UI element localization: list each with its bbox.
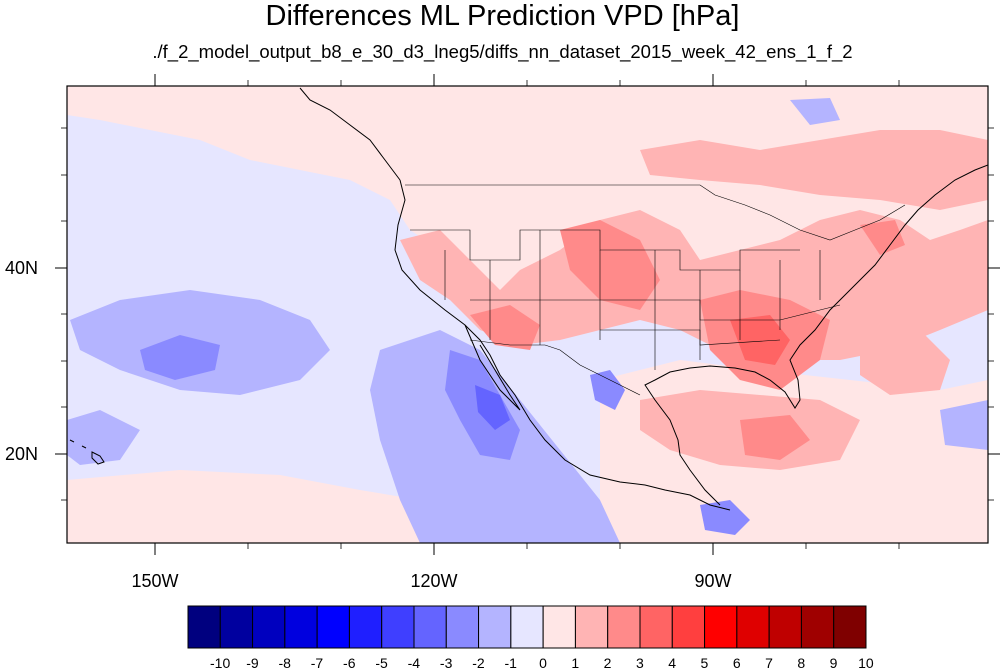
colorbar-swatch: [252, 605, 286, 649]
colorbar-swatch: [574, 605, 609, 649]
lon-label-90w: 90W: [694, 571, 731, 591]
us-mexico-border: [469, 339, 641, 396]
colorbar-swatch: [187, 605, 221, 649]
colorbar-label: 0: [539, 655, 547, 671]
field-region-gulf-pos-2: [740, 415, 810, 460]
colorbar-swatch: [671, 605, 706, 649]
colorbar-label: 9: [830, 655, 838, 671]
map-minor-ticks: [61, 80, 994, 549]
colorbar-label: -9: [246, 655, 259, 671]
colorbar-swatch: [736, 605, 770, 649]
colorbar-label: 8: [797, 655, 805, 671]
colorbar-label: 2: [604, 655, 612, 671]
colorbar-label: -3: [440, 655, 453, 671]
colorbar-swatch: [445, 605, 480, 649]
colorbar-label: -8: [278, 655, 291, 671]
baja-coastline: [464, 324, 521, 411]
field-region-us-pos-1: [400, 210, 988, 360]
coastlines: [69, 87, 988, 511]
colorbar-label: 7: [765, 655, 773, 671]
field-region-hudson-neg: [790, 98, 840, 125]
lon-label-150w: 150W: [131, 571, 178, 591]
colorbar-label: -4: [408, 655, 421, 671]
field-region-east-atl-neg: [940, 400, 988, 450]
colorbar-label: -1: [504, 655, 517, 671]
colorbar-swatch: [639, 605, 673, 649]
field-region-gulf-ca-neg: [590, 370, 625, 410]
colorbar-swatch: [413, 605, 447, 649]
colorbar-label: -2: [472, 655, 485, 671]
map-title: Differences ML Prediction VPD [hPa]: [265, 0, 740, 32]
colorbar-label: 5: [701, 655, 709, 671]
colorbar-swatch: [510, 605, 544, 649]
colorbar-label: 6: [733, 655, 741, 671]
colorbar-label: 4: [668, 655, 676, 671]
colorbar-swatch: [768, 605, 802, 649]
us-state-lines-1: [410, 229, 800, 271]
us-state-lines-3: [470, 299, 841, 346]
north-america-coastline: [394, 164, 988, 511]
field-region-az-pos: [470, 305, 540, 350]
colorbar-swatch: [348, 605, 383, 649]
us-canada-border: [405, 184, 906, 241]
field-region-ne-pos: [860, 220, 905, 255]
lon-label-120w: 120W: [410, 571, 457, 591]
colorbar-label: -10: [210, 655, 230, 671]
colorbar-swatch: [800, 605, 835, 649]
map-subtitle: ./f_2_model_output_b8_e_30_d3_lneg5/diff…: [152, 41, 853, 62]
map-ticks: [55, 74, 1000, 555]
lat-label-20n: 20N: [5, 444, 38, 464]
canada-coastline: [299, 87, 401, 181]
colorbar-swatch: [542, 605, 576, 649]
colorbar: -10 -9 -8 -7 -6 -5 -4 -3 -2 -1 0 1 2 3 4 5 6 7 8 9 10: [187, 605, 874, 671]
field-region-pacific-neg-2: [140, 335, 220, 380]
colorbar-label: -6: [343, 655, 356, 671]
colorbar-swatch: [478, 605, 512, 649]
field-region-central-america-neg: [700, 500, 750, 535]
colorbar-label: -7: [311, 655, 324, 671]
colorbar-swatch: [316, 605, 350, 649]
field-region-plains-pos: [560, 220, 660, 310]
colorbar-swatch: [284, 605, 318, 649]
colorbar-label: 3: [636, 655, 644, 671]
map-frame: [66, 85, 989, 544]
difference-field: [67, 86, 988, 543]
field-region-canada-pos: [640, 130, 988, 210]
field-region-hawaii-neg: [67, 410, 140, 465]
political-boundaries: [405, 184, 906, 396]
colorbar-label: 1: [571, 655, 579, 671]
field-region-baja-neg: [475, 385, 510, 430]
colorbar-swatch: [381, 605, 415, 649]
lat-label-40n: 40N: [5, 258, 38, 278]
colorbar-swatch: [607, 605, 641, 649]
colorbar-label: 10: [858, 655, 874, 671]
colorbar-swatch: [704, 605, 738, 649]
colorbar-label: -5: [375, 655, 388, 671]
field-region-sw-pos: [67, 470, 440, 543]
colorbar-swatch: [833, 605, 867, 649]
field-region-atlantic-pos: [860, 330, 950, 395]
hawaii-islands: [69, 439, 105, 465]
field-region-southeast-pos-3: [730, 315, 790, 365]
colorbar-swatch: [219, 605, 254, 649]
